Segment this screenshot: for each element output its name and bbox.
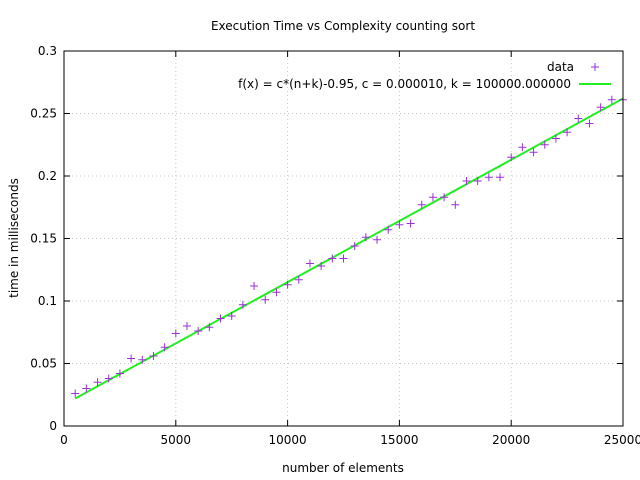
data-point xyxy=(138,355,147,364)
plot-frame xyxy=(63,50,624,427)
data-point xyxy=(205,323,214,332)
data-point xyxy=(115,369,124,378)
data-point xyxy=(361,233,370,242)
data-point xyxy=(104,374,113,383)
chart-title: Execution Time vs Complexity counting so… xyxy=(211,19,475,33)
y-tick-label: 0.15 xyxy=(30,232,57,246)
data-point xyxy=(283,280,292,289)
x-tick-label: 5000 xyxy=(161,433,192,447)
y-tick-label: 0.25 xyxy=(30,107,57,121)
data-point xyxy=(149,352,158,360)
x-axis-label: number of elements xyxy=(282,461,404,475)
y-tick-label: 0.3 xyxy=(38,44,57,58)
data-point xyxy=(272,288,281,297)
y-tick-label: 0 xyxy=(49,419,57,433)
y-tick-label: 0.05 xyxy=(30,357,57,371)
data-point xyxy=(294,275,303,284)
data-point xyxy=(596,103,605,112)
data-point xyxy=(484,173,493,182)
x-tick-label: 10000 xyxy=(269,433,307,447)
y-tick-label: 0.2 xyxy=(38,169,57,183)
data-point xyxy=(216,314,225,323)
data-point xyxy=(93,378,102,387)
legend-marker-data xyxy=(591,63,599,71)
legend-label-data: data xyxy=(547,60,574,74)
data-point xyxy=(585,119,594,128)
data-point xyxy=(305,259,314,268)
data-point xyxy=(540,140,549,149)
data-point xyxy=(384,225,393,234)
data-point xyxy=(462,177,471,185)
data-point xyxy=(328,254,337,263)
data-point xyxy=(194,327,203,335)
data-point xyxy=(250,282,259,290)
data-point xyxy=(551,134,560,143)
data-point xyxy=(574,114,583,123)
data-point xyxy=(238,300,247,309)
legend-label-fit: f(x) = c*(n+k)-0.95, c = 0.000010, k = 1… xyxy=(238,77,571,91)
data-point xyxy=(473,177,482,185)
data-point xyxy=(428,193,437,202)
data-point xyxy=(160,343,169,352)
data-point xyxy=(71,389,80,398)
y-tick-label: 0.1 xyxy=(38,294,57,308)
x-tick-label: 25000 xyxy=(604,433,640,447)
data-point xyxy=(451,200,460,209)
data-point xyxy=(496,173,505,182)
data-point xyxy=(417,200,426,209)
data-point xyxy=(317,262,326,270)
x-tick-label: 0 xyxy=(60,433,68,447)
data-point xyxy=(563,128,572,137)
x-tick-label: 15000 xyxy=(380,433,418,447)
data-point xyxy=(127,354,136,363)
data-point xyxy=(440,193,449,202)
data-point xyxy=(529,148,538,157)
data-point xyxy=(395,220,404,229)
axis-ticks: 0 5000 10000 15000 20000 25000 0 0.05 0.1 0.15 0.2… xyxy=(30,44,640,447)
data-point xyxy=(261,295,270,304)
data-point xyxy=(406,219,415,228)
data-point xyxy=(227,312,236,320)
data-point xyxy=(507,153,516,162)
data-point xyxy=(373,235,382,244)
data-point xyxy=(182,322,191,330)
x-tick-label: 20000 xyxy=(492,433,530,447)
data-point xyxy=(607,95,616,104)
legend: data f(x) = c*(n+k)-0.95, c = 0.000010, … xyxy=(238,60,611,91)
plot-series xyxy=(71,95,627,400)
data-point xyxy=(518,143,527,152)
data-point xyxy=(82,384,91,393)
data-point xyxy=(171,329,180,338)
fit-line xyxy=(74,97,624,400)
data-point xyxy=(350,242,359,250)
legend-plus-marker xyxy=(591,63,599,71)
y-axis-label: time in milliseconds xyxy=(7,178,21,298)
data-point xyxy=(339,254,348,263)
grid xyxy=(64,51,623,426)
